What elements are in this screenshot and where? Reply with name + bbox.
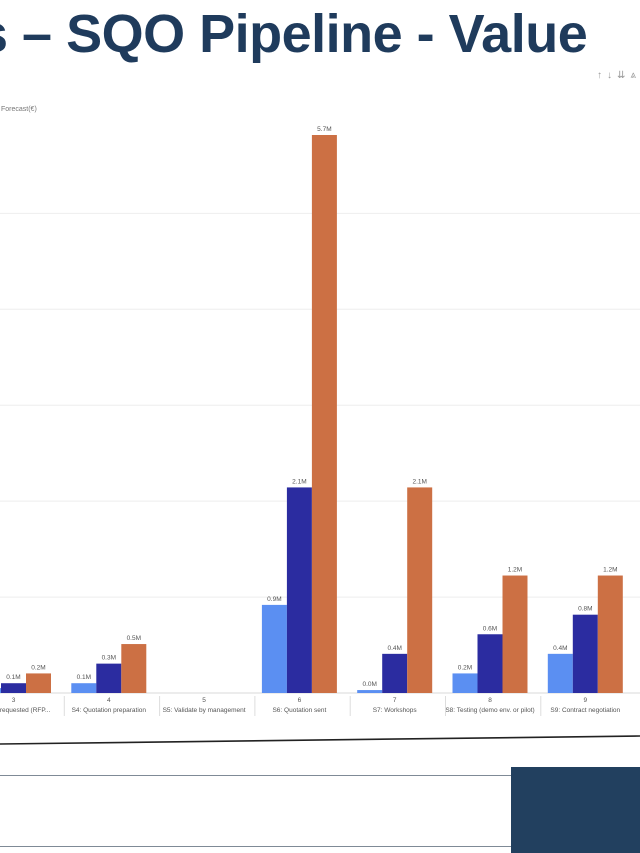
- chart-toolbar: ↑ ↓ ⇊ ⩓: [597, 70, 636, 81]
- data-label: 5.7M: [317, 126, 331, 133]
- bar: [357, 690, 383, 693]
- tick-label: S9: Contract negotiation: [550, 707, 620, 714]
- bar: [96, 663, 122, 693]
- bar: [26, 673, 51, 693]
- data-label: 0.8M: [578, 606, 592, 613]
- bar: [502, 575, 528, 693]
- bar: [121, 644, 147, 693]
- data-label: 2.1M: [412, 478, 426, 485]
- tick-label-number: 9: [583, 697, 587, 704]
- bar: [311, 135, 337, 693]
- separator-line: [0, 735, 640, 745]
- tick-label: S5: Validate by management: [163, 707, 246, 714]
- data-label: 0.1M: [6, 674, 20, 681]
- bar: [286, 487, 312, 693]
- expand-icon[interactable]: ⩓: [630, 70, 636, 81]
- data-label: 0.5M: [127, 635, 141, 642]
- bar: [547, 653, 573, 693]
- tick-label: S6: Quotation sent: [272, 707, 326, 714]
- y-axis-label: Forecast(€): [1, 106, 37, 113]
- data-label: 0.6M: [483, 625, 497, 632]
- divider: [0, 846, 640, 847]
- data-label: 0.4M: [387, 645, 401, 652]
- tick-label: ...tation requested (RFP...: [0, 707, 50, 714]
- tick-label-number: 3: [12, 697, 16, 704]
- data-label: 0.9M: [267, 596, 281, 603]
- bar: [572, 614, 598, 693]
- tick-label: S7: Workshops: [373, 707, 418, 714]
- data-label: 0.2M: [458, 664, 472, 671]
- data-label: 0.0M: [362, 681, 376, 688]
- bar: [382, 653, 408, 693]
- tick-label-number: 7: [393, 697, 397, 704]
- data-label: 0.1M: [77, 674, 91, 681]
- page-title: s – SQO Pipeline - Value: [0, 4, 588, 64]
- tick-label-number: 4: [107, 697, 111, 704]
- bar: [71, 683, 97, 693]
- tick-label-number: 5: [202, 697, 206, 704]
- tick-label-number: 8: [488, 697, 492, 704]
- sort-desc-icon[interactable]: ↓: [606, 70, 612, 81]
- data-label: 1.2M: [508, 567, 522, 574]
- data-label: 0.2M: [31, 664, 45, 671]
- bar: [477, 634, 503, 693]
- bar: [261, 604, 287, 693]
- data-label: 2.1M: [292, 478, 306, 485]
- sort-asc-icon[interactable]: ↑: [596, 70, 602, 81]
- bar: [597, 575, 623, 693]
- bar-chart: M0.1M0.2M3...tation requested (RFP...0.1…: [0, 126, 640, 745]
- drill-icon[interactable]: ⇊: [616, 70, 626, 81]
- bar: [1, 683, 26, 693]
- bar: [0, 688, 1, 693]
- data-label: 0.4M: [553, 645, 567, 652]
- tick-label-number: 6: [298, 697, 302, 704]
- divider: [0, 775, 640, 776]
- decorative-block: [511, 767, 640, 853]
- data-label: 0.3M: [102, 655, 116, 662]
- bar: [452, 673, 478, 693]
- tick-label: S8: Testing (demo env. or pilot): [445, 707, 534, 714]
- tick-label: S4: Quotation preparation: [72, 707, 147, 714]
- bar: [407, 487, 433, 693]
- data-label: 1.2M: [603, 567, 617, 574]
